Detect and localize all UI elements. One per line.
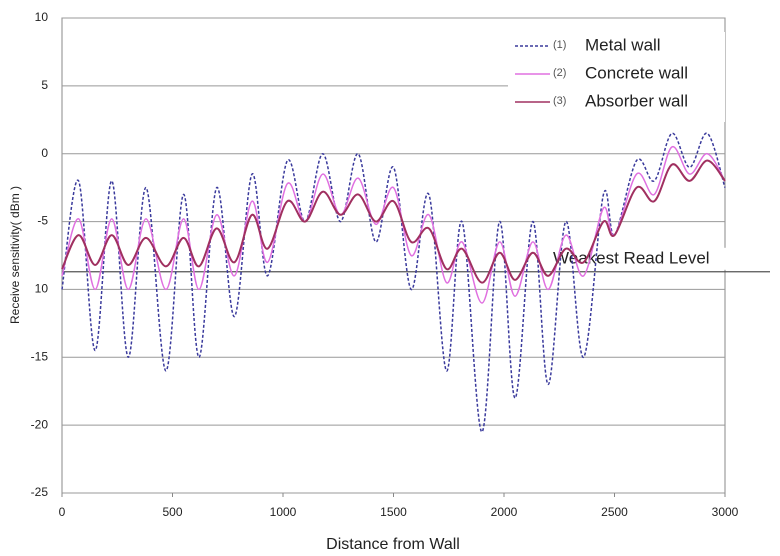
series-line [61,132,726,433]
y-tick-label: 10 [35,282,49,296]
legend-label: Metal wall [585,35,661,54]
x-tick-label: 1500 [380,505,407,519]
x-tick-label: 1000 [270,505,297,519]
y-tick-label: -15 [31,349,49,363]
legend-marker: (3) [553,95,566,107]
legend-marker: (2) [553,67,566,79]
x-tick-label: 2000 [491,505,518,519]
x-tick-label: 500 [162,505,182,519]
y-tick-label: 5 [41,78,48,92]
threshold-label-bg [550,247,775,270]
x-tick-label: 2500 [601,505,628,519]
legend-label: Concrete wall [585,63,688,82]
legend-box [508,32,725,122]
legend-marker: (1) [553,39,566,51]
x-axis-label: Distance from Wall [326,536,460,553]
y-tick-label: 10 [35,10,49,24]
legend-label: Absorber wall [585,91,688,110]
series-line [61,159,726,284]
y-tick-label: -20 [31,417,49,431]
y-tick-label: -5 [37,214,48,228]
y-tick-label: -25 [31,485,49,499]
y-tick-label: 0 [41,146,48,160]
x-tick-label: 0 [59,505,66,519]
x-tick-label: 3000 [712,505,739,519]
y-axis-label: Receive sensitivity( dBm ) [8,186,22,324]
